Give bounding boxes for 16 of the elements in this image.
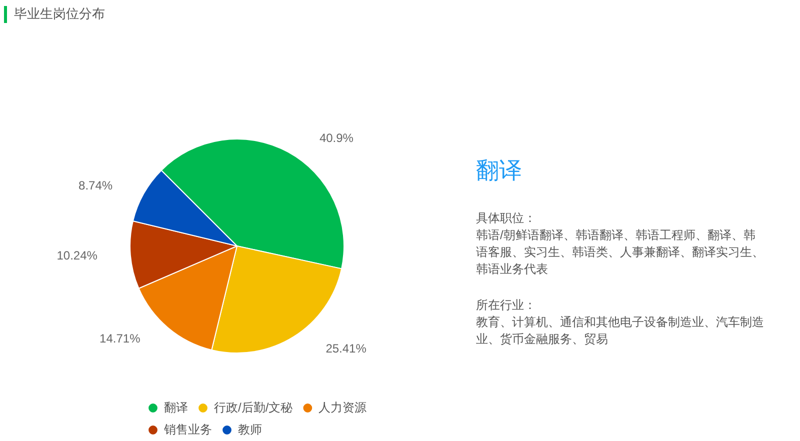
text: 具体职位： <box>476 210 537 227</box>
data-label: 10.24% <box>56 248 98 263</box>
text: 韩语/朝鲜语翻译、韩语翻译、韩语工程师、翻译、韩语客服、实习生、韩语类、人事兼翻译、翻译实习生、韩语业务代表 <box>476 227 765 278</box>
chart-title: 毕业生岗位分布 <box>14 5 105 23</box>
text: 翻译 <box>476 156 523 185</box>
text: 教育、计算机、通信和其他电子设备制造业、汽车制造业、货币金融服务、贸易 <box>476 314 765 348</box>
data-label: 8.74% <box>78 178 113 193</box>
text: 所在行业： <box>476 297 537 314</box>
data-label: 40.9% <box>319 131 354 146</box>
data-label: 25.41% <box>326 342 367 356</box>
legend-label: 教师 <box>238 422 262 436</box>
legend-label: 人力资源 <box>318 400 367 414</box>
legend-label: 翻译 <box>164 400 188 414</box>
data-label: 14.71% <box>100 332 141 346</box>
legend-label: 行政/后勤/文秘 <box>214 400 293 414</box>
legend-label: 销售业务 <box>163 422 212 436</box>
